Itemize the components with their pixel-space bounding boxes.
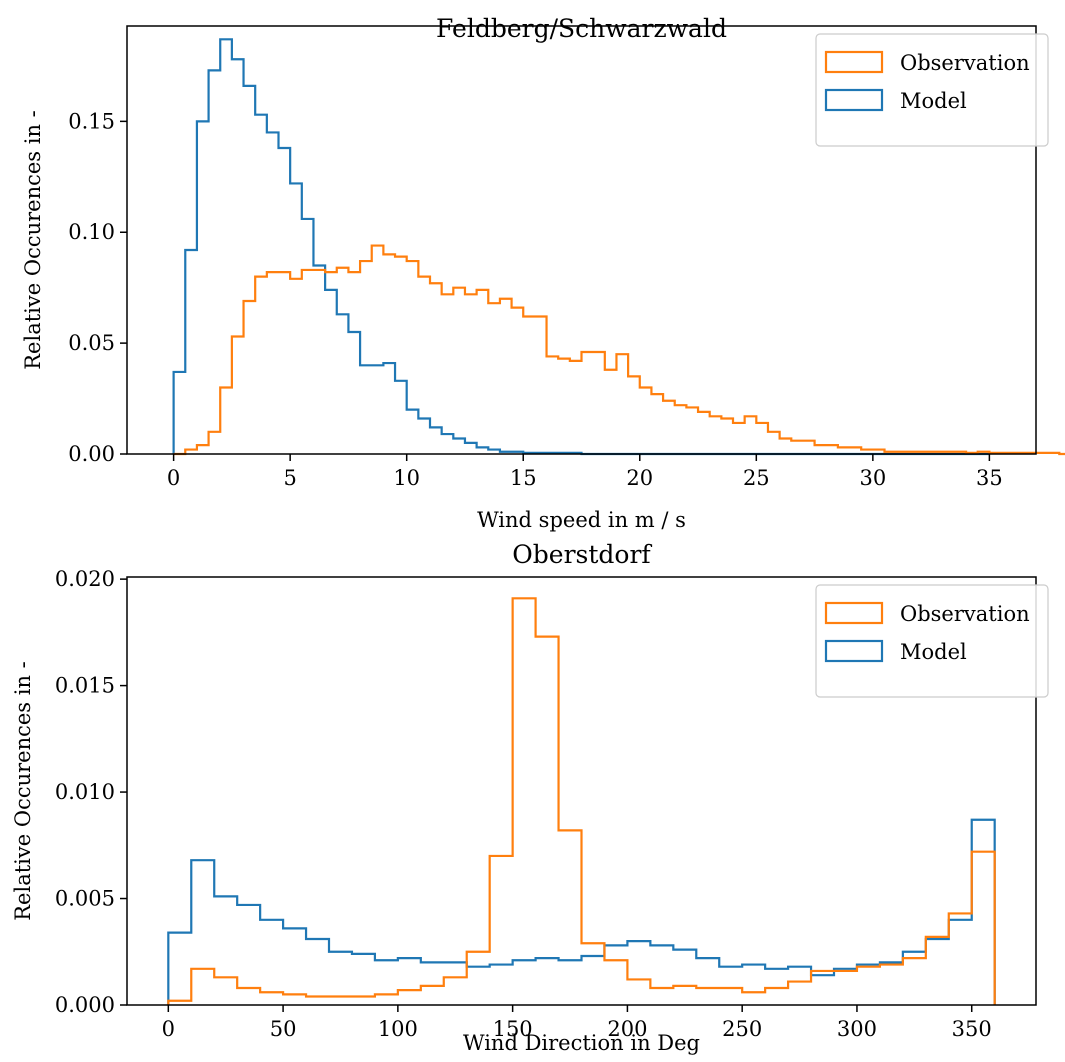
series-line-observation — [173, 244, 1065, 456]
x-tick-label: 200 — [607, 1017, 647, 1041]
y-tick-label: 0.15 — [68, 109, 115, 133]
y-tick-label: 0.000 — [55, 993, 115, 1017]
chart-1: 0 5 10 15 20 25 30 35 0.00 0.05 0.10 0.15 Feldberg/S… — [21, 14, 1065, 532]
x-tick-label: 350 — [952, 1017, 992, 1041]
legend-label-observation: Observation — [900, 51, 1030, 75]
y-tick-label: 0.00 — [68, 442, 115, 466]
legend-swatch-observation — [824, 50, 884, 74]
y-tick-label: 0.020 — [55, 567, 115, 591]
x-axis-label: Wind speed in m / s — [477, 508, 686, 532]
x-tick-label: 25 — [743, 466, 770, 490]
y-tick-label: 0.005 — [55, 887, 115, 911]
series-line-observation — [167, 597, 996, 1005]
y-axis-label: Relative Occurences in - — [11, 661, 35, 921]
legend-box — [815, 33, 1049, 147]
legend: Observation Model — [815, 584, 1049, 698]
x-tick-label: 150 — [493, 1017, 533, 1041]
x-tick-label: 5 — [283, 466, 296, 490]
x-tick-label: 100 — [378, 1017, 418, 1041]
legend-swatch-model — [824, 639, 884, 663]
plot-frame — [126, 576, 1037, 1006]
chart-2: 0 50 100 150 200 250 300 350 0.000 0.005 0.010 0.01… — [11, 540, 1049, 1055]
x-tick-label: 300 — [837, 1017, 877, 1041]
y-tick-label: 0.015 — [55, 674, 115, 698]
x-tick-label: 30 — [859, 466, 886, 490]
y-tick-label: 0.05 — [68, 331, 115, 355]
plot-frame — [126, 25, 1037, 455]
series-line-model — [167, 818, 996, 1005]
x-tick-label: 0 — [162, 1017, 175, 1041]
legend-label-observation: Observation — [900, 602, 1030, 626]
y-tick-label: 0.10 — [68, 220, 115, 244]
x-tick-label: 20 — [626, 466, 653, 490]
legend-box — [815, 584, 1049, 698]
chart-title: Feldberg/Schwarzwald — [436, 14, 727, 43]
x-tick-label: 0 — [167, 466, 180, 490]
legend: Observation Model — [815, 33, 1049, 147]
y-tick-label: 0.010 — [55, 780, 115, 804]
legend-label-model: Model — [900, 640, 967, 664]
legend-swatch-observation — [824, 601, 884, 625]
x-axis-label: Wind Direction in Deg — [463, 1031, 700, 1055]
x-tick-label: 15 — [510, 466, 537, 490]
legend-label-model: Model — [900, 89, 967, 113]
chart-title: Oberstdorf — [512, 540, 652, 569]
x-tick-label: 35 — [976, 466, 1003, 490]
y-axis-label: Relative Occurences in - — [21, 110, 45, 370]
x-tick-label: 10 — [393, 466, 420, 490]
x-tick-label: 250 — [722, 1017, 762, 1041]
legend-swatch-model — [824, 88, 884, 112]
x-tick-label: 50 — [270, 1017, 297, 1041]
